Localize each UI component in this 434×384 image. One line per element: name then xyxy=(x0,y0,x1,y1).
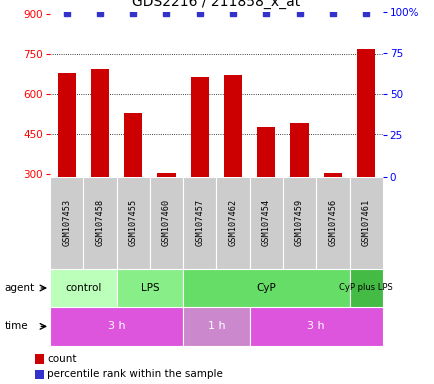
Text: GSM107456: GSM107456 xyxy=(328,199,337,247)
Bar xyxy=(224,75,242,177)
Text: GSM107458: GSM107458 xyxy=(95,199,104,247)
Text: GSM107460: GSM107460 xyxy=(161,199,171,247)
Text: GSM107455: GSM107455 xyxy=(128,199,138,247)
Bar xyxy=(91,69,109,177)
Text: count: count xyxy=(47,354,76,364)
Bar xyxy=(349,177,382,269)
Bar xyxy=(256,127,275,177)
Text: GSM107459: GSM107459 xyxy=(294,199,303,247)
Bar xyxy=(183,269,349,307)
Text: control: control xyxy=(65,283,101,293)
Bar xyxy=(57,73,76,177)
Bar xyxy=(83,177,116,269)
Bar xyxy=(316,177,349,269)
Text: agent: agent xyxy=(4,283,34,293)
Text: GSM107453: GSM107453 xyxy=(62,199,71,247)
Text: time: time xyxy=(4,321,28,331)
Bar xyxy=(249,177,283,269)
Text: GSM107457: GSM107457 xyxy=(195,199,204,247)
Bar xyxy=(356,49,375,177)
Bar xyxy=(50,177,83,269)
Title: GDS2216 / 211858_x_at: GDS2216 / 211858_x_at xyxy=(132,0,300,9)
Bar xyxy=(149,177,183,269)
Bar xyxy=(157,174,175,177)
Text: CyP plus LPS: CyP plus LPS xyxy=(339,283,392,293)
Bar xyxy=(190,77,208,177)
Text: 1 h: 1 h xyxy=(207,321,225,331)
Text: LPS: LPS xyxy=(140,283,159,293)
Bar xyxy=(290,123,308,177)
Bar xyxy=(216,177,249,269)
Text: GSM107461: GSM107461 xyxy=(361,199,370,247)
Bar xyxy=(183,307,249,346)
Bar xyxy=(323,173,341,177)
Bar xyxy=(249,307,382,346)
Text: CyP: CyP xyxy=(256,283,276,293)
Bar xyxy=(183,177,216,269)
Bar xyxy=(283,177,316,269)
Bar xyxy=(50,269,116,307)
Bar xyxy=(116,269,183,307)
Text: GSM107454: GSM107454 xyxy=(261,199,270,247)
Bar xyxy=(50,307,183,346)
Bar xyxy=(124,113,142,177)
Text: 3 h: 3 h xyxy=(307,321,324,331)
Text: 3 h: 3 h xyxy=(108,321,125,331)
Bar xyxy=(116,177,149,269)
Bar xyxy=(349,269,382,307)
Text: GSM107462: GSM107462 xyxy=(228,199,237,247)
Text: percentile rank within the sample: percentile rank within the sample xyxy=(47,369,222,379)
